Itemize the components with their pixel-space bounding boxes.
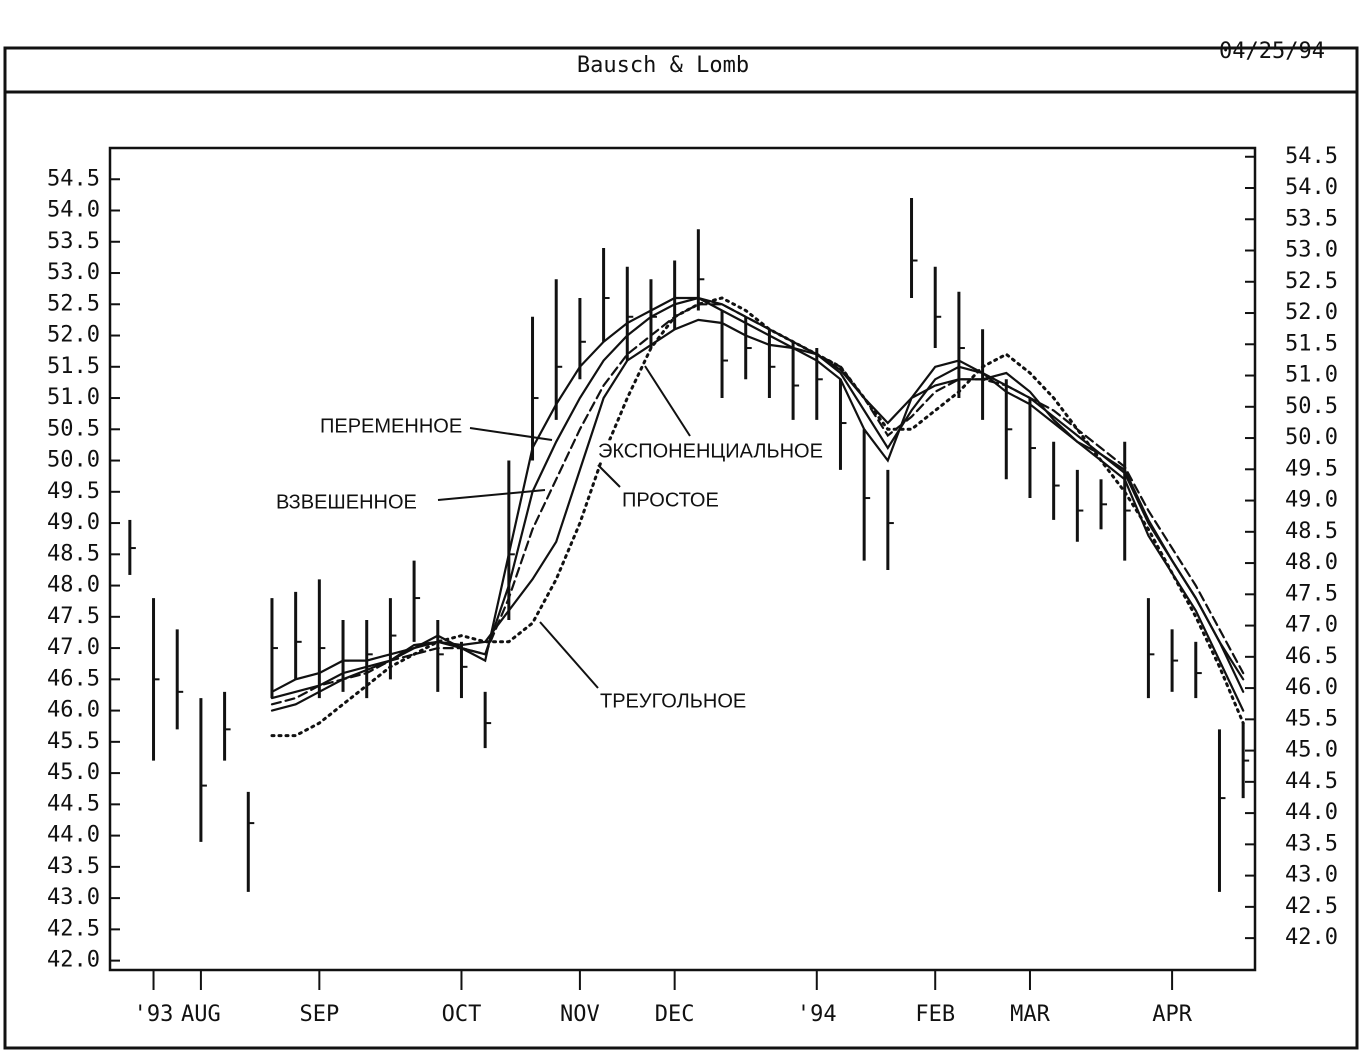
x-tick-label: DEC xyxy=(655,1002,695,1027)
y-tick-label: 42.5 xyxy=(47,916,100,941)
y2-tick-label: 42.0 xyxy=(1285,925,1338,950)
y-tick-label: 52.0 xyxy=(47,323,100,348)
outer-frame xyxy=(3,46,1359,1050)
y2-tick-label: 48.5 xyxy=(1285,519,1338,544)
y2-tick-label: 45.0 xyxy=(1285,738,1338,763)
y2-tick-label: 47.0 xyxy=(1285,613,1338,638)
y-tick-label: 44.5 xyxy=(47,791,100,816)
x-tick-label: FEB xyxy=(915,1002,955,1027)
y-tick-label: 43.0 xyxy=(47,885,100,910)
y2-tick-label: 50.0 xyxy=(1285,425,1338,450)
y2-tick-label: 54.0 xyxy=(1285,175,1338,200)
annotation-leader xyxy=(644,365,691,437)
y2-tick-label: 44.5 xyxy=(1285,769,1338,794)
y2-tick-label: 53.0 xyxy=(1285,238,1338,263)
x-tick-label: OCT xyxy=(442,1002,482,1027)
y2-tick-label: 49.5 xyxy=(1285,456,1338,481)
y-tick-label: 50.0 xyxy=(47,448,100,473)
x-tick-label: NOV xyxy=(560,1002,600,1027)
series-label: ПРОСТОЕ xyxy=(622,489,719,511)
y-tick-label: 51.5 xyxy=(47,354,100,379)
x-tick-label: SEP xyxy=(299,1002,339,1027)
y2-tick-label: 52.0 xyxy=(1285,300,1338,325)
y-tick-label: 47.5 xyxy=(47,604,100,629)
label-bg xyxy=(596,440,825,463)
y-tick-label: 48.5 xyxy=(47,541,100,566)
y2-tick-label: 48.0 xyxy=(1285,550,1338,575)
y2-tick-label: 52.5 xyxy=(1285,269,1338,294)
x-tick-label: AUG xyxy=(181,1002,221,1027)
y-tick-label: 49.5 xyxy=(47,479,100,504)
y-tick-label: 46.5 xyxy=(47,666,100,691)
y-tick-label: 54.0 xyxy=(47,198,100,223)
y2-tick-label: 53.5 xyxy=(1285,206,1338,231)
y2-tick-label: 54.5 xyxy=(1285,144,1338,169)
x-tick-label: '94 xyxy=(797,1002,837,1027)
x-tick-label: '93 xyxy=(134,1002,174,1027)
y-tick-label: 45.5 xyxy=(47,729,100,754)
y2-tick-label: 45.5 xyxy=(1285,706,1338,731)
plot-frame xyxy=(108,146,1257,972)
y2-tick-label: 51.0 xyxy=(1285,363,1338,388)
annotation-leader xyxy=(597,464,621,488)
y2-tick-label: 49.0 xyxy=(1285,488,1338,513)
y-tick-label: 54.5 xyxy=(47,166,100,191)
chart-date: 04/25/94 xyxy=(1219,39,1325,64)
y2-tick-label: 43.5 xyxy=(1285,831,1338,856)
y-tick-label: 42.0 xyxy=(47,948,100,973)
annotation-leader xyxy=(539,621,599,689)
y-tick-label: 52.5 xyxy=(47,291,100,316)
y2-tick-label: 47.5 xyxy=(1285,581,1338,606)
y2-tick-label: 50.5 xyxy=(1285,394,1338,419)
moving-average-line xyxy=(270,318,1245,712)
annotation-leader xyxy=(469,427,553,441)
moving-average-line xyxy=(270,296,1245,700)
y-tick-label: 48.0 xyxy=(47,573,100,598)
moving-average-line xyxy=(270,296,1245,738)
moving-average-line xyxy=(270,296,1245,712)
y2-tick-label: 51.5 xyxy=(1285,331,1338,356)
series-label: ПЕРЕМЕННОЕ xyxy=(320,415,462,437)
y2-tick-label: 42.5 xyxy=(1285,894,1338,919)
y2-tick-label: 44.0 xyxy=(1285,800,1338,825)
y-tick-label: 43.5 xyxy=(47,854,100,879)
series-label: ТРЕУГОЛЬНОЕ xyxy=(600,690,746,712)
series-label: ЭКСПОНЕНЦИАЛЬНОЕ xyxy=(598,440,823,462)
series-label: ВЗВЕШЕННОЕ xyxy=(276,491,417,513)
x-tick-label: APR xyxy=(1152,1002,1192,1027)
y-tick-label: 46.0 xyxy=(47,698,100,723)
y-tick-label: 49.0 xyxy=(47,510,100,535)
chart-title: Bausch & Lomb xyxy=(577,53,749,78)
x-tick-label: MAR xyxy=(1010,1002,1050,1027)
y2-tick-label: 46.0 xyxy=(1285,675,1338,700)
y-tick-label: 51.0 xyxy=(47,385,100,410)
y-tick-label: 53.5 xyxy=(47,229,100,254)
y-tick-label: 44.0 xyxy=(47,823,100,848)
y2-tick-label: 46.5 xyxy=(1285,644,1338,669)
y-tick-label: 47.0 xyxy=(47,635,100,660)
y-tick-label: 45.0 xyxy=(47,760,100,785)
y-tick-label: 50.5 xyxy=(47,416,100,441)
y2-tick-label: 43.0 xyxy=(1285,863,1338,888)
annotation-leader xyxy=(437,489,546,501)
y-tick-label: 53.0 xyxy=(47,260,100,285)
